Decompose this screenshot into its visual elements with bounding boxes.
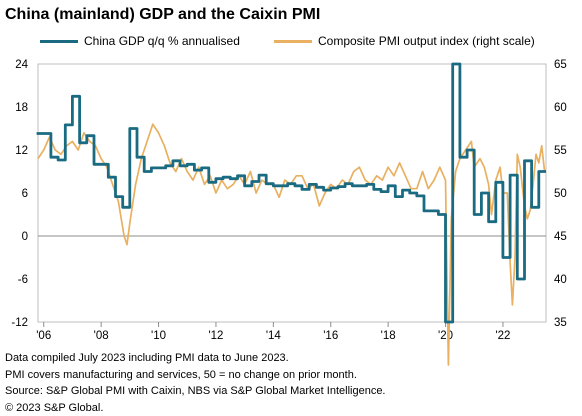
x-tick-label: '20 [438, 330, 453, 342]
left-tick-label: 18 [15, 102, 28, 114]
right-tick-label: 65 [554, 59, 567, 71]
right-tick-label: 40 [554, 274, 567, 286]
right-tick-label: 45 [554, 231, 567, 243]
x-tick-label: '10 [151, 330, 166, 342]
x-tick-label: '06 [36, 330, 51, 342]
legend-item-gdp: China GDP q/q % annualised [40, 34, 240, 48]
left-tick-label: 0 [22, 231, 28, 243]
right-tick-label: 60 [554, 102, 567, 114]
footnote: Data compiled July 2023 including PMI da… [5, 352, 289, 364]
left-axis: -12 -6 0 6 12 18 24 [11, 59, 28, 329]
right-tick-label: 35 [554, 317, 567, 329]
footnote: © 2023 S&P Global. [5, 401, 104, 414]
right-tick-label: 55 [554, 145, 567, 157]
footnotes: Data compiled July 2023 including PMI da… [5, 350, 386, 416]
legend-label-pmi: Composite PMI output index (right scale) [318, 34, 535, 48]
x-tick-label: '12 [208, 330, 223, 342]
legend-swatch-gdp [40, 39, 78, 43]
footnote: PMI covers manufacturing and services, 5… [5, 368, 357, 381]
gdp-series-line [36, 62, 546, 324]
series-layer [36, 62, 546, 366]
footnote: Source: S&P Global PMI with Caixin, NBS … [5, 385, 386, 397]
left-tick-label: -6 [18, 274, 28, 286]
right-axis: 35 40 45 50 55 60 65 [554, 59, 567, 329]
legend-label-gdp: China GDP q/q % annualised [84, 34, 240, 48]
left-tick-label: -12 [11, 317, 28, 329]
plot-area [37, 63, 547, 323]
x-tick-label: '22 [495, 330, 510, 342]
left-tick-label: 24 [15, 59, 28, 71]
right-tick-label: 50 [554, 188, 567, 200]
x-axis: '06 '08 '10 '12 '14 '16 '18 '20 '22 [36, 322, 510, 342]
left-tick-label: 12 [15, 145, 28, 157]
x-tick-label: '18 [381, 330, 396, 342]
x-tick-label: '14 [266, 330, 282, 342]
legend-item-pmi: Composite PMI output index (right scale) [274, 34, 535, 48]
legend-swatch-pmi [274, 39, 312, 43]
chart-title: China (mainland) GDP and the Caixin PMI [5, 6, 321, 23]
left-tick-label: 6 [22, 188, 28, 200]
pmi-series-line [37, 123, 546, 366]
x-tick-label: '16 [323, 330, 338, 342]
x-tick-label: '08 [94, 330, 109, 342]
